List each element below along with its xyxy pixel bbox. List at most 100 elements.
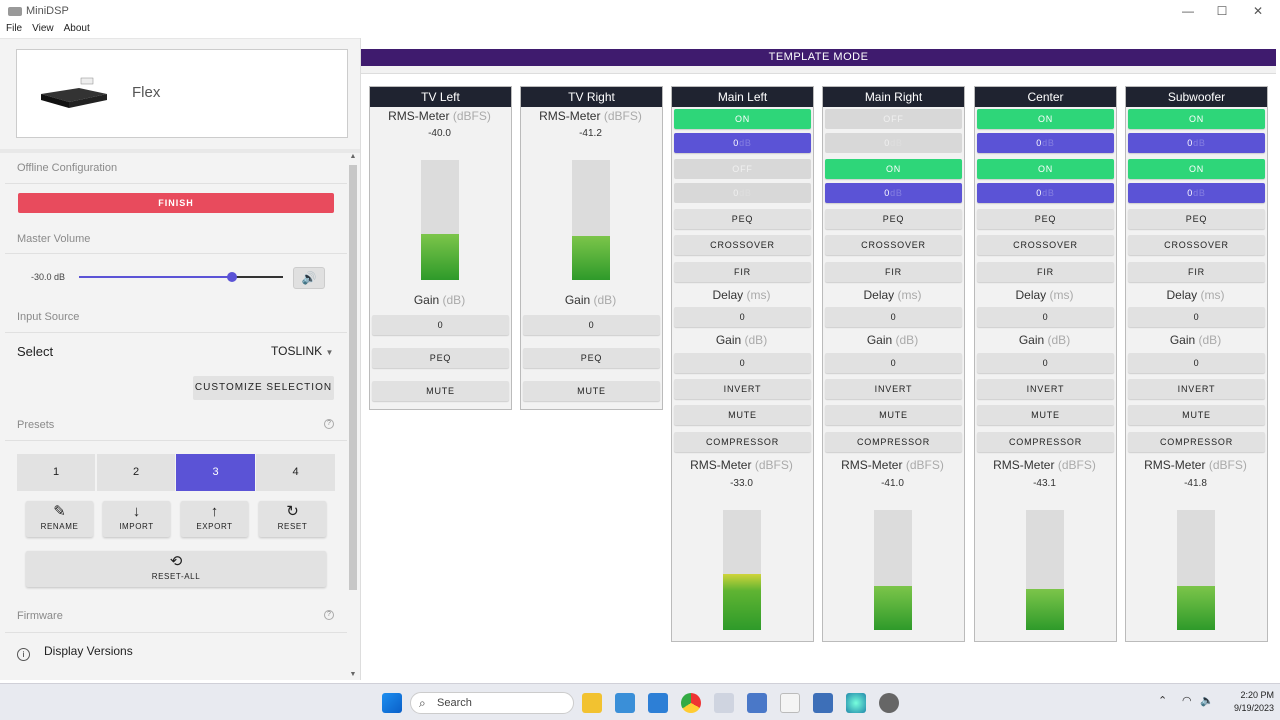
scroll-up-arrow[interactable]: ▲ (349, 153, 357, 160)
delay-value-button[interactable]: 0 (674, 307, 811, 327)
route-2-toggle[interactable]: ON (1128, 159, 1265, 179)
gain-value-button[interactable]: 0 (977, 353, 1114, 373)
menu-view[interactable]: View (32, 23, 54, 34)
maximize-button[interactable]: ☐ (1216, 4, 1228, 18)
windows-start-icon[interactable] (382, 693, 402, 713)
clock[interactable]: 2:20 PM 9/19/2023 (1218, 689, 1274, 715)
compressor-button[interactable]: COMPRESSOR (1128, 432, 1265, 452)
peq-button[interactable]: PEQ (523, 348, 660, 368)
help-icon[interactable]: ? (324, 419, 334, 429)
scrollbar-thumb[interactable] (349, 165, 357, 590)
fir-button[interactable]: FIR (825, 262, 962, 282)
preset-1-button[interactable]: 1 (17, 454, 95, 491)
route-1-gain[interactable]: 0dB (1128, 133, 1265, 153)
device-card[interactable]: Flex (16, 49, 348, 138)
finish-button[interactable]: FINISH (18, 193, 334, 213)
minimize-button[interactable]: — (1182, 4, 1194, 18)
help-icon[interactable]: ? (324, 610, 334, 620)
delay-value-button[interactable]: 0 (825, 307, 962, 327)
fir-button[interactable]: FIR (674, 262, 811, 282)
rms-meter-label: RMS-Meter (dBFS) (975, 458, 1114, 472)
peq-button[interactable]: PEQ (674, 209, 811, 229)
menu-about[interactable]: About (63, 23, 90, 34)
gain-value-button[interactable]: 0 (372, 315, 509, 335)
mute-button[interactable]: MUTE (825, 405, 962, 425)
rename-button[interactable]: ✎ RENAME (26, 501, 93, 537)
preset-2-button[interactable]: 2 (97, 454, 175, 491)
gain-value-button[interactable]: 0 (523, 315, 660, 335)
crossover-button[interactable]: CROSSOVER (977, 235, 1114, 255)
snipping-tool-icon[interactable] (714, 693, 734, 713)
close-button[interactable]: ✕ (1252, 4, 1264, 18)
route-1-gain[interactable]: 0dB (674, 133, 811, 153)
volume-slider-knob[interactable] (227, 272, 237, 282)
compressor-button[interactable]: COMPRESSOR (977, 432, 1114, 452)
compressor-button[interactable]: COMPRESSOR (825, 432, 962, 452)
peq-button[interactable]: PEQ (372, 348, 509, 368)
mute-button[interactable]: MUTE (977, 405, 1114, 425)
crossover-button[interactable]: CROSSOVER (1128, 235, 1265, 255)
gain-value-button[interactable]: 0 (674, 353, 811, 373)
fir-button[interactable]: FIR (1128, 262, 1265, 282)
route-2-gain[interactable]: 0dB (977, 183, 1114, 203)
reset-all-button[interactable]: ⟲ RESET-ALL (26, 551, 326, 587)
mail-icon[interactable] (615, 693, 635, 713)
volume-slider[interactable] (79, 272, 283, 282)
preset-4-button[interactable]: 4 (256, 454, 335, 491)
peq-button[interactable]: PEQ (977, 209, 1114, 229)
taskbar-search[interactable]: ⌕ Search (410, 692, 574, 714)
compressor-button[interactable]: COMPRESSOR (674, 432, 811, 452)
roon-icon[interactable] (780, 693, 800, 713)
route-1-gain[interactable]: 0dB (825, 133, 962, 153)
display-versions-item[interactable]: i Display Versions (17, 644, 133, 661)
minidsp-icon[interactable] (879, 693, 899, 713)
route-1-toggle[interactable]: ON (977, 109, 1114, 129)
mute-button[interactable]: MUTE (523, 381, 660, 401)
crossover-button[interactable]: CROSSOVER (825, 235, 962, 255)
fir-button[interactable]: FIR (977, 262, 1114, 282)
chevron-up-icon[interactable]: ⌃ (1158, 695, 1168, 707)
preset-3-button[interactable]: 3 (176, 454, 255, 491)
reset-button[interactable]: ↻ RESET (259, 501, 326, 537)
gain-value-button[interactable]: 0 (1128, 353, 1265, 373)
invert-button[interactable]: INVERT (977, 379, 1114, 399)
route-2-gain[interactable]: 0dB (1128, 183, 1265, 203)
invert-button[interactable]: INVERT (674, 379, 811, 399)
mute-button[interactable]: MUTE (372, 381, 509, 401)
volume-icon[interactable]: 🔈 (1200, 695, 1214, 707)
route-2-gain[interactable]: 0dB (825, 183, 962, 203)
globe-icon[interactable] (846, 693, 866, 713)
mute-button[interactable]: MUTE (674, 405, 811, 425)
route-1-gain[interactable]: 0dB (977, 133, 1114, 153)
calculator-icon[interactable] (813, 693, 833, 713)
route-2-toggle[interactable]: ON (825, 159, 962, 179)
wifi-icon[interactable]: ◠ (1182, 695, 1192, 707)
mute-button[interactable]: MUTE (1128, 405, 1265, 425)
route-2-toggle[interactable]: ON (977, 159, 1114, 179)
delay-value-button[interactable]: 0 (1128, 307, 1265, 327)
input-source-select[interactable]: TOSLINK ▼ (271, 344, 333, 358)
peq-button[interactable]: PEQ (1128, 209, 1265, 229)
scroll-down-arrow[interactable]: ▼ (349, 671, 357, 678)
speaker-icon[interactable]: 🔊 (293, 267, 325, 289)
route-2-toggle[interactable]: OFF (674, 159, 811, 179)
route-1-toggle[interactable]: ON (1128, 109, 1265, 129)
customize-selection-button[interactable]: CUSTOMIZE SELECTION (193, 376, 334, 400)
delay-value-button[interactable]: 0 (977, 307, 1114, 327)
peq-button[interactable]: PEQ (825, 209, 962, 229)
route-1-toggle[interactable]: ON (674, 109, 811, 129)
export-button[interactable]: ↑ EXPORT (181, 501, 248, 537)
menu-file[interactable]: File (6, 23, 23, 34)
gain-value-button[interactable]: 0 (825, 353, 962, 373)
left-scrollbar[interactable]: ▲ ▼ (348, 153, 358, 681)
chrome-icon[interactable] (681, 693, 701, 713)
invert-button[interactable]: INVERT (1128, 379, 1265, 399)
crossover-button[interactable]: CROSSOVER (674, 235, 811, 255)
teams-icon[interactable] (747, 693, 767, 713)
file-explorer-icon[interactable] (582, 693, 602, 713)
route-2-gain[interactable]: 0dB (674, 183, 811, 203)
notepad-icon[interactable] (648, 693, 668, 713)
route-1-toggle[interactable]: OFF (825, 109, 962, 129)
import-button[interactable]: ↓ IMPORT (103, 501, 170, 537)
invert-button[interactable]: INVERT (825, 379, 962, 399)
